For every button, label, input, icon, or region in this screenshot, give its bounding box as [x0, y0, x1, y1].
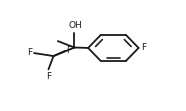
- Text: F: F: [46, 72, 51, 81]
- Text: F: F: [141, 43, 146, 52]
- Text: OH: OH: [69, 21, 83, 30]
- Text: F: F: [67, 46, 72, 55]
- Text: F: F: [28, 48, 33, 57]
